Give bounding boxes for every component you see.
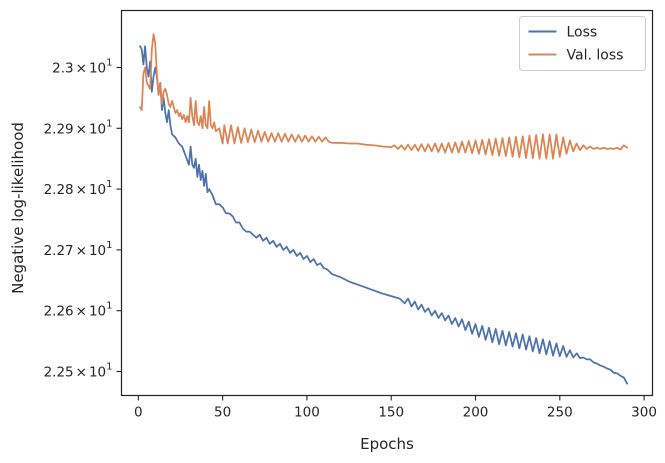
x-tick-label: 200 — [463, 405, 489, 421]
y-tick-label: 2.26 × 101 — [44, 301, 113, 320]
series-line-1 — [139, 45, 629, 385]
legend-entry-label: Loss — [567, 25, 598, 41]
plot-area — [120, 9, 654, 397]
legend: Loss Val. loss — [519, 16, 646, 71]
legend-frame — [519, 16, 646, 71]
y-tick-label: 2.3 × 101 — [52, 58, 112, 77]
x-tick-label: 100 — [294, 405, 320, 421]
x-axis: 0 50 100 150 200 250 300 — [134, 395, 657, 421]
x-axis-label: Epochs — [360, 435, 414, 453]
x-tick-label: 0 — [134, 405, 143, 421]
y-axis: 2.25 × 101 2.26 × 101 2.27 × 101 2.28 × 101 2.29 × 101… — [44, 58, 122, 381]
x-tick-label: 300 — [631, 405, 657, 421]
y-axis-label: Negative log-likelihood — [9, 122, 27, 294]
series-layer — [139, 33, 629, 385]
y-tick-label: 2.25 × 101 — [44, 362, 113, 381]
series-line-2 — [139, 33, 629, 160]
x-tick-label: 250 — [547, 405, 573, 421]
x-tick-label: 50 — [214, 405, 231, 421]
y-tick-label: 2.27 × 101 — [44, 240, 113, 259]
legend-entry-label: Val. loss — [567, 48, 624, 64]
x-tick-label: 150 — [378, 405, 404, 421]
y-tick-label: 2.28 × 101 — [44, 179, 113, 198]
y-tick-label: 2.29 × 101 — [44, 118, 113, 137]
